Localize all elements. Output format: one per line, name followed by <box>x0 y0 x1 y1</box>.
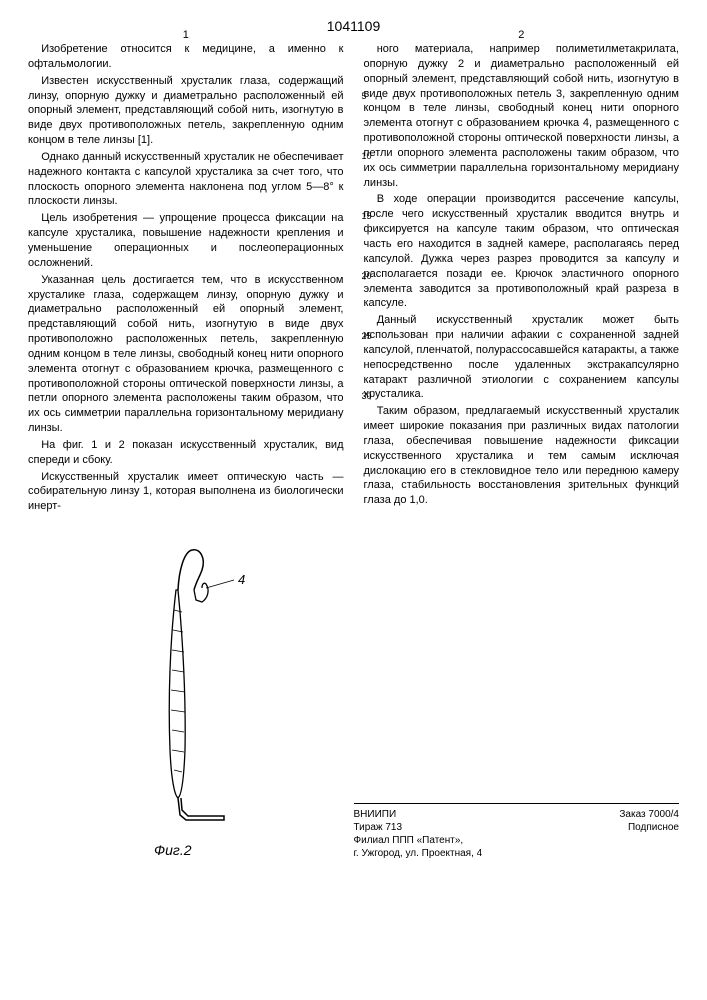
paragraph: Однако данный искусственный хрусталик не… <box>28 150 344 209</box>
page: 1041109 1 Изобретение относится к медици… <box>0 0 707 870</box>
imprint-filial: Филиал ППП «Патент», <box>354 834 680 847</box>
imprint-podpisnoe: Подписное <box>628 821 679 834</box>
paragraph: ного материала, например полиметилметакр… <box>364 42 680 190</box>
lower-support <box>178 798 224 820</box>
figure-label: Фиг.2 <box>154 842 192 858</box>
imprint-row-2: Тираж 713 Подписное <box>354 821 680 834</box>
paragraph: Указанная цель достигается тем, что в ис… <box>28 273 344 436</box>
imprint-vniipi: ВНИИПИ <box>354 808 397 821</box>
paragraph: В ходе операции производится рассечение … <box>364 192 680 311</box>
lens-outline <box>169 590 185 798</box>
hatch-line <box>172 670 184 672</box>
imprint-zakaz: Заказ 7000/4 <box>619 808 679 821</box>
hatch-line <box>172 750 184 752</box>
imprint-row-1: ВНИИПИ Заказ 7000/4 <box>354 808 680 821</box>
right-column: 2 5 10 15 20 25 30 ного материала, напри… <box>364 42 680 516</box>
paragraph: На фиг. 1 и 2 показан искусственный хрус… <box>28 438 344 468</box>
leader-line <box>206 580 234 588</box>
paragraph: Известен искусственный хрусталик глаза, … <box>28 74 344 148</box>
paragraph: Изобретение относится к медицине, а имен… <box>28 42 344 72</box>
imprint-block: ВНИИПИ Заказ 7000/4 Тираж 713 Подписное … <box>354 530 680 860</box>
paragraph: Искусственный хрусталик имеет оптическую… <box>28 470 344 515</box>
hatch-line <box>174 610 182 612</box>
hatch-line <box>172 730 184 732</box>
imprint-inner: ВНИИПИ Заказ 7000/4 Тираж 713 Подписное … <box>354 803 680 860</box>
line-number: 25 <box>362 330 372 342</box>
right-column-number: 2 <box>518 28 524 43</box>
ref-4-label: 4 <box>238 572 245 587</box>
paragraph: Таким образом, предлагаемый искусственны… <box>364 404 680 508</box>
two-column-body: 1 Изобретение относится к медицине, а им… <box>28 42 679 516</box>
document-number: 1041109 <box>28 18 679 34</box>
paragraph: Цель изобретения — упрощение процесса фи… <box>28 211 344 270</box>
line-number: 5 <box>362 90 367 102</box>
left-column-number: 1 <box>183 28 189 43</box>
figure-and-footer-row: 4 Фиг.2 ВНИИПИ Заказ 7000/4 Тираж 713 По… <box>28 530 679 860</box>
line-number: 30 <box>362 390 372 402</box>
paragraph: Данный искусственный хрусталик может быт… <box>364 313 680 402</box>
hatch-line <box>174 770 182 772</box>
imprint-tirazh: Тираж 713 <box>354 821 403 834</box>
left-column: 1 Изобретение относится к медицине, а им… <box>28 42 344 516</box>
figure-2-svg: 4 Фиг.2 <box>116 540 266 860</box>
hatch-line <box>171 710 185 712</box>
figure-container: 4 Фиг.2 <box>28 530 354 860</box>
line-number: 15 <box>362 210 372 222</box>
hatch-line <box>171 690 185 692</box>
line-number: 10 <box>362 150 372 162</box>
imprint-address: г. Ужгород, ул. Проектная, 4 <box>354 847 680 860</box>
upper-arc <box>178 550 203 590</box>
line-number: 20 <box>362 270 372 282</box>
hook-element <box>194 583 208 602</box>
